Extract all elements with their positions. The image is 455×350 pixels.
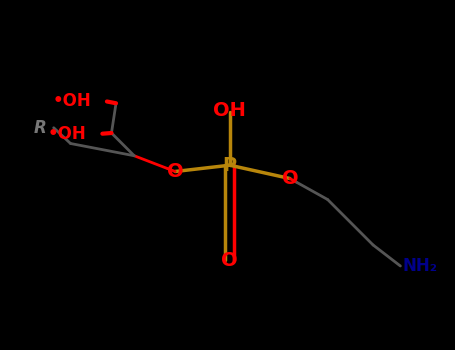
Text: R: R [34,119,46,137]
Text: •OH: •OH [52,92,91,111]
Text: OH: OH [213,101,246,120]
Text: O: O [222,251,238,270]
Text: O: O [282,169,298,188]
Text: O: O [167,162,183,181]
Text: •OH: •OH [48,125,86,143]
Text: P: P [222,156,237,175]
Text: NH₂: NH₂ [403,257,438,275]
